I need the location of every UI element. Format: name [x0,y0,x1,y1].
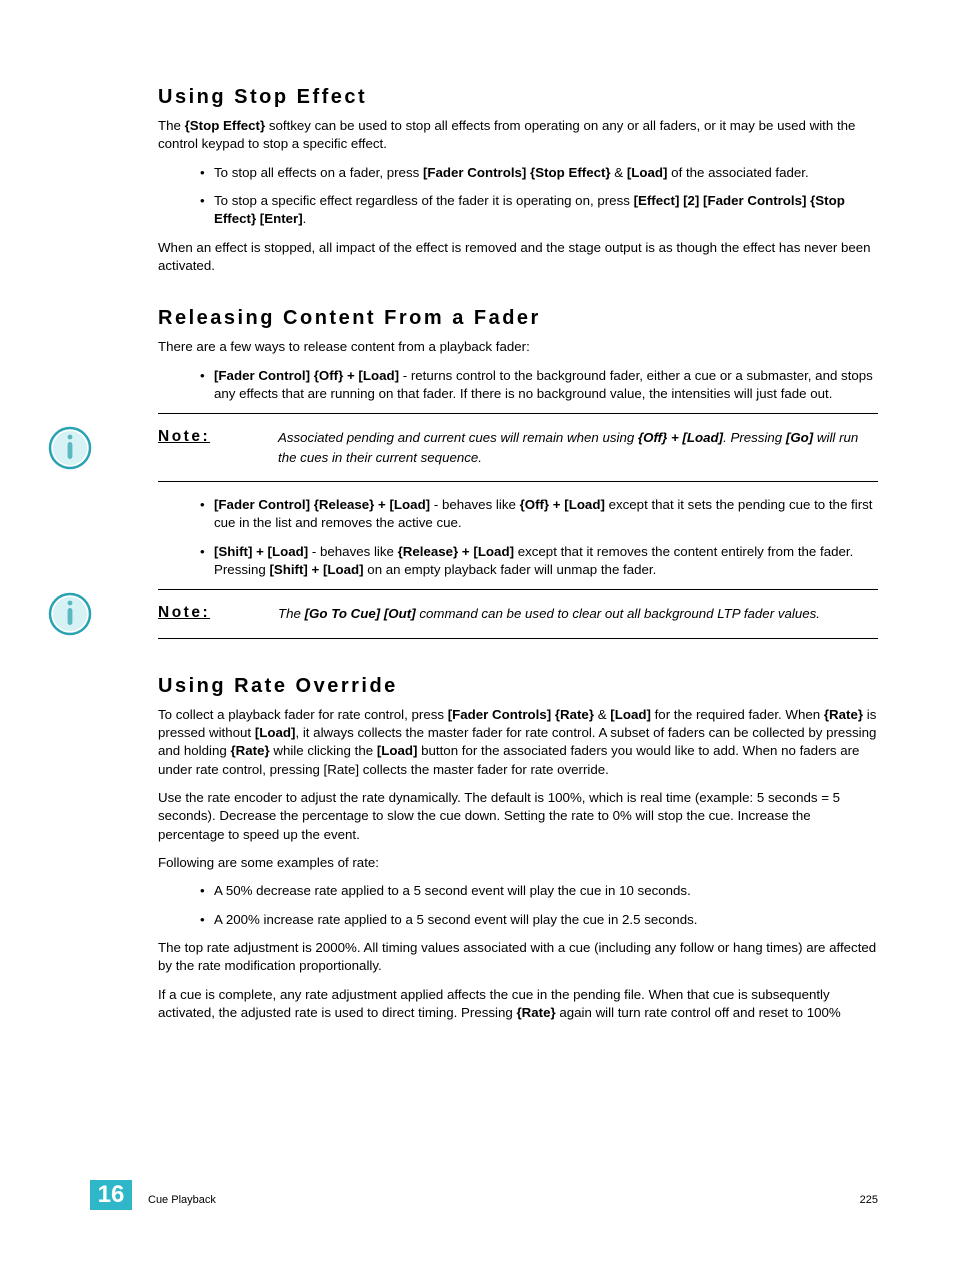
bullet-list: [Fader Control] {Off} + [Load] - returns… [158,367,878,404]
key-ref: {Release} + [Load] [398,544,514,559]
text: The [158,118,185,133]
bullet-list: A 50% decrease rate applied to a 5 secon… [158,882,878,929]
note-label: Note: [158,428,278,467]
list-item: [Fader Control] {Off} + [Load] - returns… [200,367,878,404]
key-ref: [Shift] + [Load] [214,544,308,559]
heading-rate-override: Using Rate Override [158,675,878,698]
note-text: The [Go To Cue] [Out] command can be use… [278,604,878,623]
key-ref: [Go] [786,430,813,445]
text: & [611,165,627,180]
page-number: 225 [860,1194,878,1206]
paragraph: When an effect is stopped, all impact of… [158,239,878,276]
chapter-number-badge: 16 [90,1180,132,1210]
paragraph: If a cue is complete, any rate adjustmen… [158,986,878,1023]
key-ref: [Load] [377,743,418,758]
chapter-name: Cue Playback [148,1194,216,1206]
footer: 16 Cue Playback 225 [0,1180,954,1210]
key-ref: {Rate} [824,707,863,722]
note-text: Associated pending and current cues will… [278,428,878,467]
key-ref: [Fader Control] {Release} + [Load] [214,497,430,512]
text: & [594,707,610,722]
text: . [303,211,307,226]
heading-releasing: Releasing Content From a Fader [158,307,878,330]
key-ref: [Load] [627,165,668,180]
key-ref: [Load] [610,707,651,722]
heading-stop-effect: Using Stop Effect [158,86,878,109]
paragraph: Use the rate encoder to adjust the rate … [158,789,878,844]
info-icon [48,426,92,470]
note-block: Note: Associated pending and current cue… [48,413,878,482]
paragraph: To collect a playback fader for rate con… [158,706,878,779]
bullet-list: [Fader Control] {Release} + [Load] - beh… [158,496,878,579]
key-ref: [Shift] + [Load] [269,562,363,577]
list-item: To stop a specific effect regardless of … [200,192,878,229]
softkey-ref: {Stop Effect} [185,118,266,133]
page: Using Stop Effect The {Stop Effect} soft… [0,0,954,1272]
key-ref: {Rate} [230,743,269,758]
key-ref: {Off} + [Load] [638,430,723,445]
text: The [278,606,305,621]
list-item: To stop all effects on a fader, press [F… [200,164,878,182]
text: To collect a playback fader for rate con… [158,707,448,722]
key-ref: [Fader Control] {Off} + [Load] [214,368,399,383]
text: command can be used to clear out all bac… [416,606,820,621]
bullet-list: To stop all effects on a fader, press [F… [158,164,878,229]
key-ref: [Load] [255,725,296,740]
paragraph: The {Stop Effect} softkey can be used to… [158,117,878,154]
text: To stop all effects on a fader, press [214,165,423,180]
list-item: A 200% increase rate applied to a 5 seco… [200,911,878,929]
key-ref: [Fader Controls] {Rate} [448,707,594,722]
text: on an empty playback fader will unmap th… [364,562,657,577]
text: again will turn rate control off and res… [556,1005,841,1020]
key-ref: {Rate} [516,1005,555,1020]
text: Associated pending and current cues will… [278,430,638,445]
key-ref: [Go To Cue] [Out] [305,606,416,621]
text: . Pressing [723,430,786,445]
text: while clicking the [270,743,377,758]
paragraph: The top rate adjustment is 2000%. All ti… [158,939,878,976]
text: for the required fader. When [651,707,824,722]
info-icon [48,592,92,636]
text: - behaves like [308,544,397,559]
key-ref: {Off} + [Load] [520,497,605,512]
text: To stop a specific effect regardless of … [214,193,634,208]
list-item: A 50% decrease rate applied to a 5 secon… [200,882,878,900]
list-item: [Fader Control] {Release} + [Load] - beh… [200,496,878,533]
paragraph: Following are some examples of rate: [158,854,878,872]
note-block: Note: The [Go To Cue] [Out] command can … [48,589,878,638]
note-label: Note: [158,604,278,623]
text: of the associated fader. [667,165,808,180]
text: - behaves like [430,497,519,512]
key-ref: [Fader Controls] {Stop Effect} [423,165,611,180]
paragraph: There are a few ways to release content … [158,338,878,356]
list-item: [Shift] + [Load] - behaves like {Release… [200,543,878,580]
